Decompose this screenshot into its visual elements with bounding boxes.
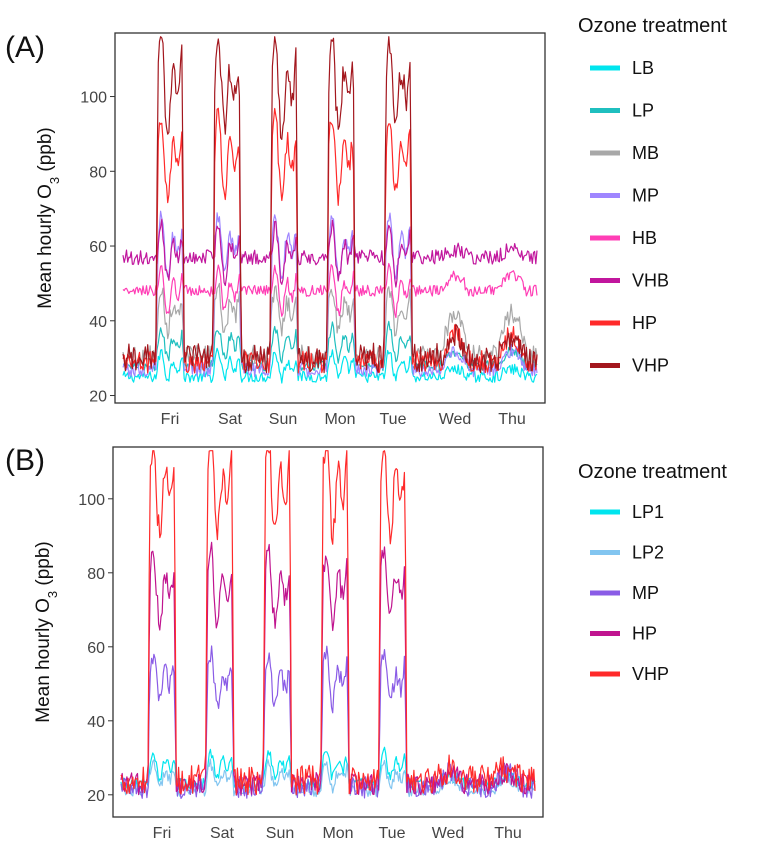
x-tick-label-thu: Thu — [494, 825, 522, 842]
legend: Ozone treatment LP1 LP2 MP HP VHP — [578, 461, 727, 684]
legend-title: Ozone treatment — [578, 15, 727, 37]
chart-panel-a: (A) 20 40 60 80 100 Mean hourly O3 (ppb) Fri Sat… — [5, 15, 727, 428]
series-line-vhb — [122, 218, 538, 288]
y-tick-label: 80 — [87, 566, 105, 583]
x-tick-label-wed: Wed — [439, 411, 472, 428]
y-axis-title-subscript: 3 — [45, 591, 60, 598]
legend-label-hb: HB — [632, 228, 657, 248]
x-tick-label-mon: Mon — [324, 411, 355, 428]
series-line-vhp — [122, 36, 538, 374]
series-lines — [122, 36, 538, 384]
x-tick-label-wed: Wed — [432, 825, 465, 842]
y-tick-label: 60 — [87, 640, 105, 657]
legend: Ozone treatment LB LP MB MP HB VHB HP VHP — [578, 15, 727, 376]
legend-label-mp: MP — [632, 583, 659, 603]
y-axis-title-text: Mean hourly O — [33, 598, 54, 723]
y-tick-label: 20 — [87, 788, 105, 805]
y-tick-label: 100 — [80, 90, 107, 107]
panel-label: (A) — [5, 31, 45, 64]
legend-label-hp: HP — [632, 624, 657, 644]
series-line-hb — [122, 262, 538, 319]
x-tick-label-tue: Tue — [380, 411, 407, 428]
legend-label-lp1: LP1 — [632, 502, 664, 522]
series-line-vhp — [120, 450, 536, 796]
x-tick-label-sat: Sat — [210, 825, 235, 842]
y-axis-title-unit: (ppb) — [33, 541, 54, 591]
y-tick-label: 40 — [89, 314, 107, 331]
legend-title: Ozone treatment — [578, 461, 727, 483]
y-tick-label: 20 — [89, 389, 107, 406]
x-tick-label-sun: Sun — [269, 411, 297, 428]
x-tick-label-sat: Sat — [218, 411, 243, 428]
y-axis-title-unit: (ppb) — [35, 127, 56, 177]
x-tick-label-mon: Mon — [322, 825, 353, 842]
panel-label: (B) — [5, 444, 45, 477]
x-tick-label-tue: Tue — [379, 825, 406, 842]
legend-label-lb: LB — [632, 58, 654, 78]
y-axis-title-text: Mean hourly O — [35, 184, 56, 309]
legend-label-vhp: VHP — [632, 356, 669, 376]
y-tick-label: 100 — [78, 492, 105, 509]
series-line-mp — [120, 645, 536, 800]
x-tick-label-thu: Thu — [498, 411, 526, 428]
x-tick-label-fri: Fri — [153, 825, 172, 842]
y-tick-label: 80 — [89, 164, 107, 181]
x-tick-label-fri: Fri — [161, 411, 180, 428]
y-tick-label: 60 — [89, 239, 107, 256]
y-tick-label: 40 — [87, 714, 105, 731]
series-line-mb — [122, 282, 538, 365]
legend-label-vhp: VHP — [632, 664, 669, 684]
y-axis-title: Mean hourly O3 (ppb) — [33, 541, 60, 723]
legend-label-mp: MP — [632, 186, 659, 206]
y-axis-title-subscript: 3 — [47, 177, 62, 184]
legend-label-lp2: LP2 — [632, 543, 664, 563]
legend-label-lp: LP — [632, 101, 654, 121]
series-line-lb — [122, 347, 538, 384]
plot-frame — [114, 32, 546, 404]
plot-frame — [112, 446, 544, 818]
chart-panel-b: (B) 20 40 60 80 100 Mean hourly O3 (ppb) Fri Sat… — [5, 444, 727, 842]
y-axis-title: Mean hourly O3 (ppb) — [35, 127, 62, 309]
legend-label-mb: MB — [632, 143, 659, 163]
legend-label-hp: HP — [632, 313, 657, 333]
legend-label-vhb: VHB — [632, 271, 669, 291]
x-tick-label-sun: Sun — [266, 825, 294, 842]
series-lines — [120, 450, 536, 800]
